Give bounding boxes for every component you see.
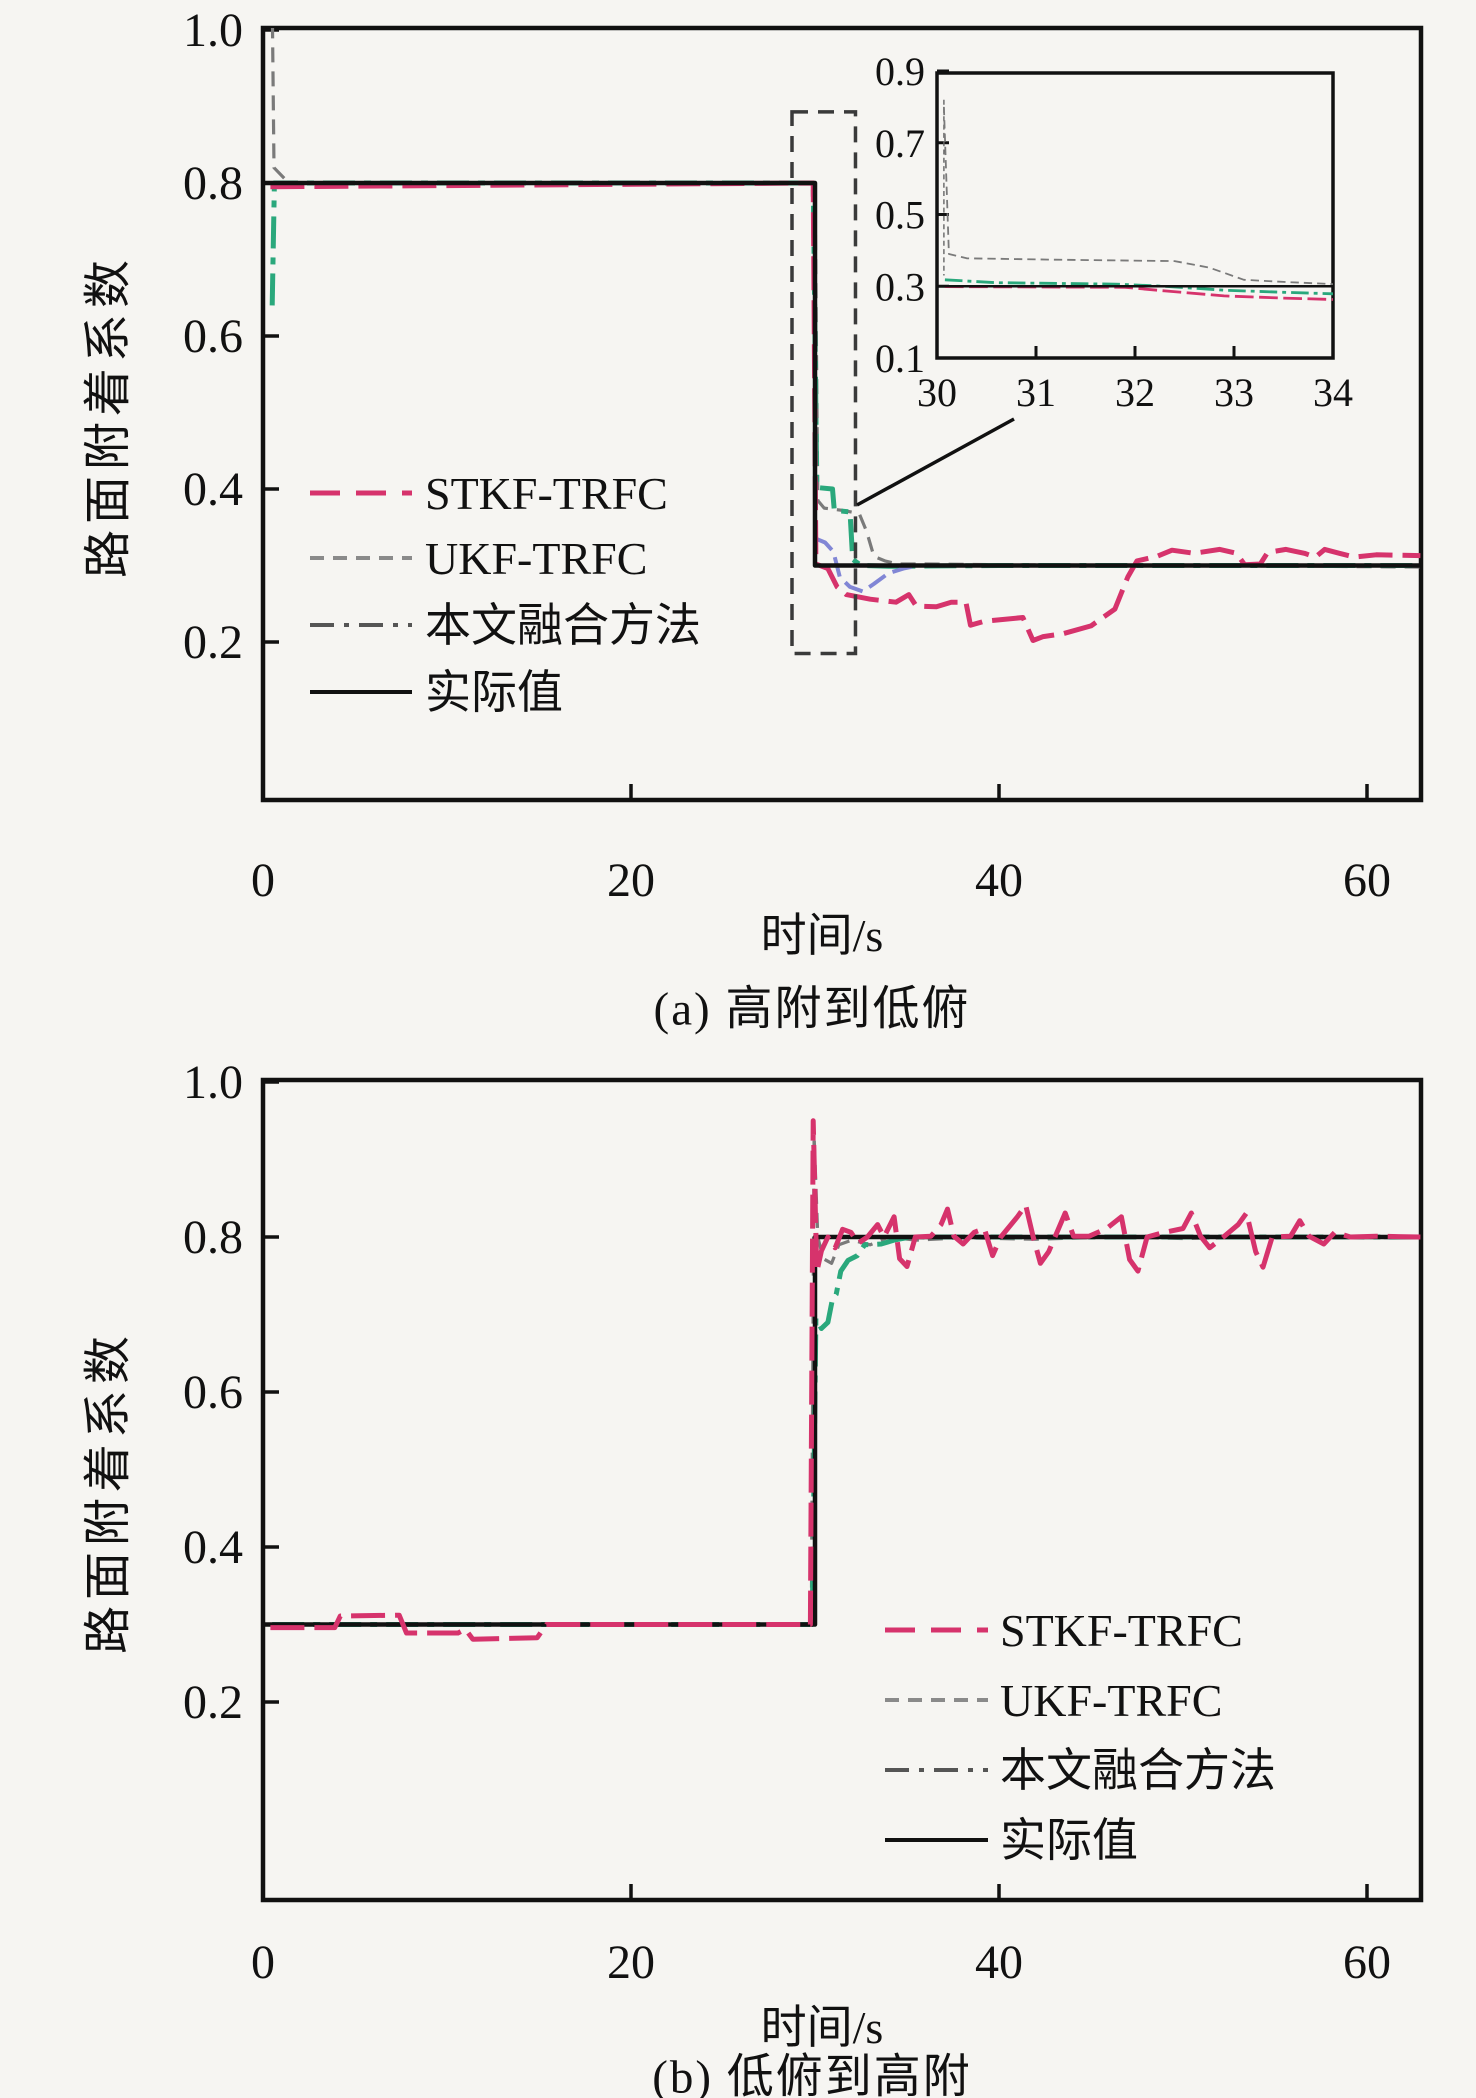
inset-x-tick-label: 34 — [1313, 370, 1353, 415]
legend-label-actual: 实际值 — [1000, 1815, 1138, 1866]
series-line-stkf — [270, 1118, 1421, 1642]
caption-b: (b) 低俯到高附 — [652, 2051, 972, 2098]
x-tick-label: 0 — [251, 1936, 275, 1989]
legend-item-fusion: 本文融合方法 — [885, 1745, 1276, 1796]
legend-label-stkf: STKF-TRFC — [425, 468, 668, 519]
legend-label-fusion: 本文融合方法 — [1000, 1745, 1276, 1796]
legend-item-stkf: STKF-TRFC — [310, 468, 668, 519]
x-axis-label-b: 时间/s — [760, 2002, 884, 2053]
series-line-actual — [263, 180, 1421, 568]
legend-item-ukf: UKF-TRFC — [310, 533, 647, 584]
x-tick-label: 40 — [975, 1936, 1023, 1989]
inset-y-tick-label: 0.1 — [875, 336, 925, 381]
y-tick-label: 0.4 — [183, 463, 243, 516]
series-line-fusion_transient — [815, 536, 919, 594]
zoom-connector-line — [856, 417, 1015, 507]
legend-item-stkf: STKF-TRFC — [885, 1605, 1243, 1656]
legend-item-ukf: UKF-TRFC — [885, 1675, 1222, 1726]
chart-a-friction-estimation: 1.0 0.8 0.6 0.4 0.2 0 20 40 60 STKF-TRFC UKF-TRFC 本… — [183, 4, 1424, 907]
inset-y-tick-label: 0.5 — [875, 193, 925, 238]
y-tick-label: 0.6 — [183, 310, 243, 363]
y-tick-label: 0.2 — [183, 616, 243, 669]
plot-border — [260, 1077, 1424, 1903]
legend-label-actual: 实际值 — [425, 667, 563, 718]
legend-label-stkf: STKF-TRFC — [1000, 1605, 1243, 1656]
series-line-ukf — [272, 1134, 1421, 1627]
inset-y-tick-label: 0.9 — [875, 49, 925, 94]
inset-x-tick-label: 33 — [1214, 370, 1254, 415]
series-line-stkf — [270, 180, 1421, 643]
x-tick-label: 60 — [1343, 854, 1391, 907]
x-tick-label: 0 — [251, 854, 275, 907]
series-line-actual — [937, 78, 1333, 288]
y-tick-label: 0.8 — [183, 1211, 243, 1264]
y-tick-label: 0.6 — [183, 1366, 243, 1419]
legend-label-fusion: 本文融合方法 — [425, 600, 701, 651]
plot-border — [260, 25, 1424, 803]
y-tick-label: 1.0 — [183, 1056, 243, 1109]
y-axis-label-b: 路面附着系数 — [82, 1329, 135, 1655]
series-line-fusion — [272, 1234, 1421, 1627]
inset-x-tick-label: 31 — [1016, 370, 1056, 415]
series-line-actual — [263, 1234, 1421, 1627]
legend-item-actual: 实际值 — [310, 667, 563, 718]
legend-item-actual: 实际值 — [885, 1815, 1138, 1866]
legend-label-ukf: UKF-TRFC — [425, 533, 647, 584]
y-tick-label: 0.4 — [183, 1521, 243, 1574]
y-tick-label: 0.8 — [183, 157, 243, 210]
inset-x-tick-label: 30 — [917, 370, 957, 415]
caption-a: (a) 高附到低俯 — [653, 983, 971, 1036]
y-tick-label: 1.0 — [183, 4, 243, 57]
x-tick-label: 20 — [607, 854, 655, 907]
inset-y-tick-label: 0.7 — [875, 121, 925, 166]
series-line-fusion — [944, 278, 1333, 296]
legend-item-fusion: 本文融合方法 — [310, 600, 701, 651]
inset-border — [935, 71, 1335, 360]
legend-label-ukf: UKF-TRFC — [1000, 1675, 1222, 1726]
zoom-selection-box — [790, 110, 858, 656]
x-tick-label: 60 — [1343, 1936, 1391, 1989]
series-line-ukf — [943, 106, 1333, 285]
inset-x-tick-label: 32 — [1115, 370, 1155, 415]
x-tick-label: 40 — [975, 854, 1023, 907]
x-tick-label: 20 — [607, 1936, 655, 1989]
y-tick-label: 0.2 — [183, 1676, 243, 1729]
chart-b-friction-estimation: 1.0 0.8 0.6 0.4 0.2 0 20 40 60 STKF-TRFC UKF-TRFC 本… — [183, 1056, 1424, 1989]
inset-y-tick-label: 0.3 — [875, 264, 925, 309]
x-axis-label-a: 时间/s — [760, 910, 884, 961]
inset-zoom-panel: 0.9 0.7 0.5 0.3 0.130 31 32 33 34 — [790, 49, 1353, 656]
y-axis-label-a: 路面附着系数 — [82, 253, 135, 579]
